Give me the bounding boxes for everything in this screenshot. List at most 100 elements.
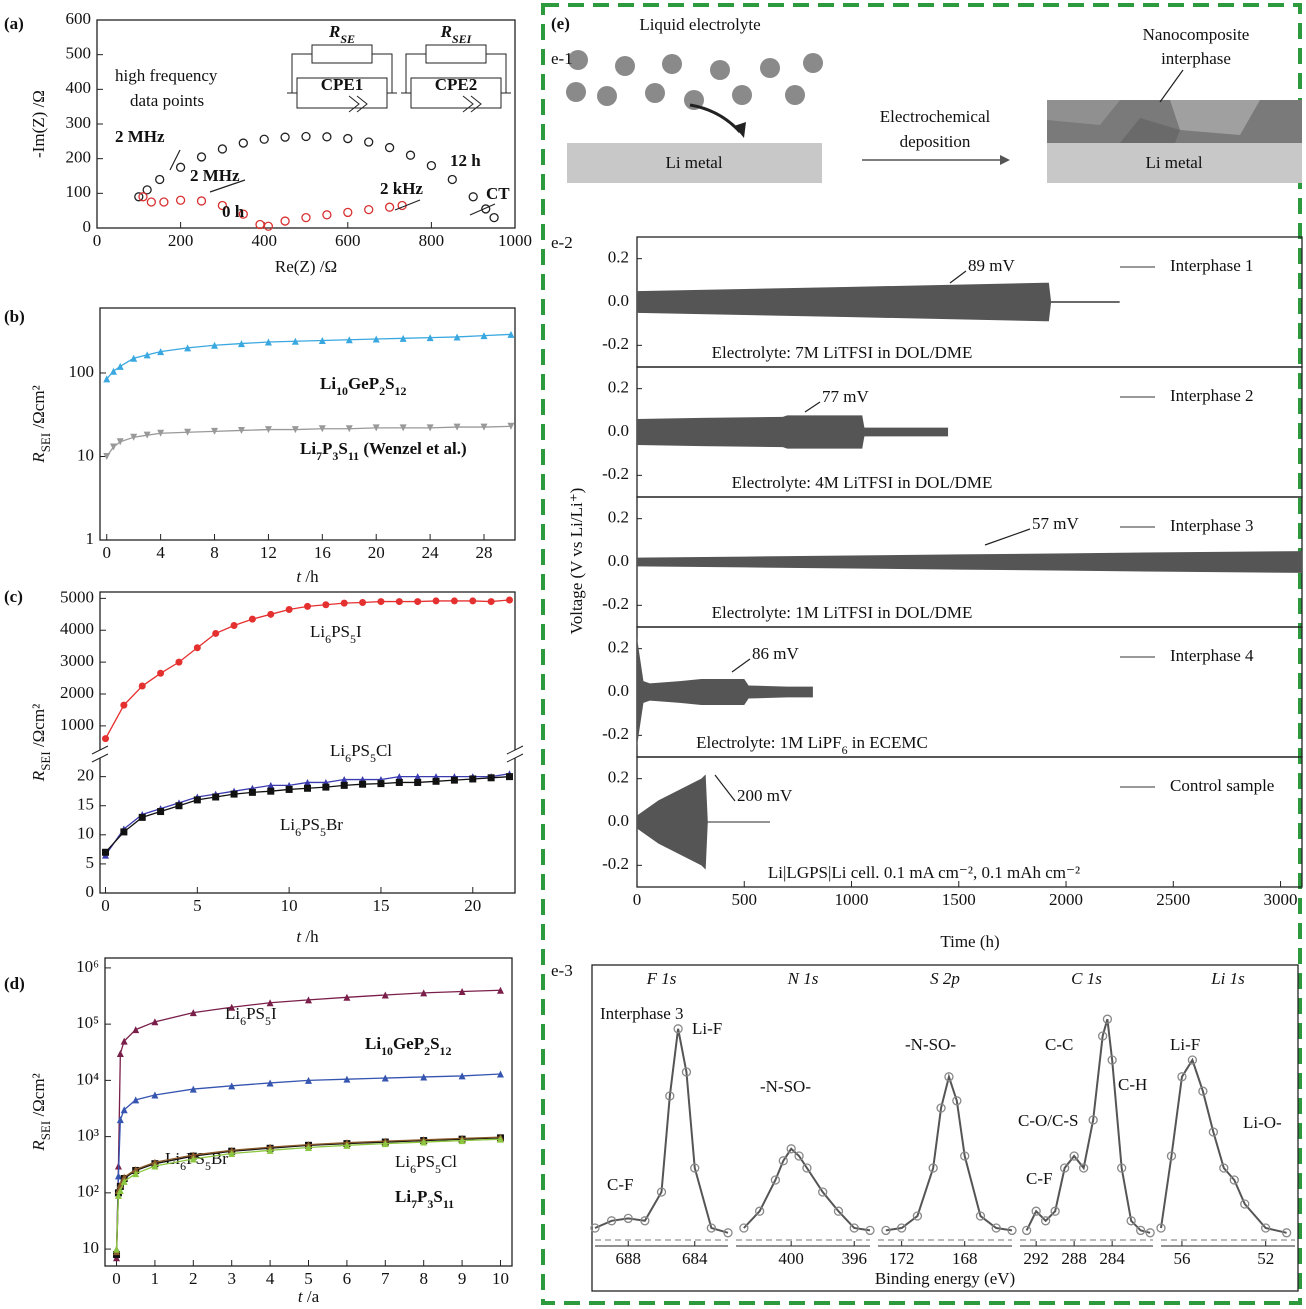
marker <box>359 599 367 607</box>
marker <box>151 1158 159 1166</box>
y-tick-label: 5000 <box>60 587 94 606</box>
x-tick-label: 0 <box>112 1269 121 1288</box>
axis-unit: /h <box>301 927 319 946</box>
marker <box>345 425 353 433</box>
circuit-wire <box>287 53 397 113</box>
marker <box>138 682 146 690</box>
marker <box>102 848 110 856</box>
marker <box>1219 1163 1229 1173</box>
annotation-arrow <box>394 199 421 211</box>
diagram-label: Li metal <box>1145 153 1202 172</box>
diagram-label: Nanocomposite <box>1143 25 1250 44</box>
voltage-envelope-lower <box>637 692 813 747</box>
plot-frame <box>99 591 516 894</box>
marker <box>426 334 434 342</box>
annotation-arrow <box>949 270 967 284</box>
x-tick-label: 12 <box>260 543 277 562</box>
marker <box>496 1070 504 1078</box>
x-tick-label: 400 <box>778 1249 804 1268</box>
marker <box>487 598 495 606</box>
marker <box>151 1162 159 1170</box>
x-tick-label: 200 <box>168 231 194 250</box>
subpanel-label: e-1 <box>551 49 573 68</box>
marker <box>359 780 367 788</box>
marker <box>377 598 385 606</box>
y-tick-label: -0.2 <box>602 854 629 873</box>
marker <box>266 1079 274 1087</box>
marker <box>944 1072 954 1082</box>
marker <box>120 1106 128 1114</box>
marker <box>975 1211 986 1221</box>
x-tick-label: 1000 <box>835 890 869 909</box>
series-label: Li6PS5I <box>225 1004 277 1028</box>
legend-label: Interphase 1 <box>1170 256 1254 275</box>
circuit-element: CPE2 <box>435 75 478 94</box>
marker <box>212 793 220 801</box>
annotation: CT <box>486 184 510 203</box>
subscript: SEI <box>452 32 473 46</box>
y-tick-label: 400 <box>66 78 92 97</box>
marker <box>1060 1163 1070 1173</box>
symbol: R <box>440 22 452 41</box>
y-tick-label: 0.0 <box>608 681 629 700</box>
marker <box>420 1073 428 1081</box>
marker <box>248 615 256 623</box>
marker <box>1156 1223 1166 1233</box>
marker <box>211 427 219 435</box>
peak-label: -N-SO- <box>905 1035 956 1054</box>
marker <box>301 212 311 223</box>
y-tick-label: 0.2 <box>608 638 629 657</box>
arrow-head <box>734 122 746 138</box>
marker <box>280 216 290 226</box>
marker <box>138 813 146 821</box>
marker <box>1041 1216 1051 1226</box>
marker <box>132 1170 140 1178</box>
marker <box>159 197 169 207</box>
electrolyte-note: Li|LGPS|Li cell. 0.1 mA cm⁻², 0.1 mAh cm… <box>768 863 1080 882</box>
peak-label: C-H <box>1118 1075 1147 1094</box>
marker <box>134 192 144 202</box>
axis-label: RSEI /Ωcm² <box>29 1073 54 1151</box>
axis-symbol: R <box>29 1140 48 1152</box>
marker <box>1261 1223 1271 1233</box>
panel-label: (a) <box>4 14 24 33</box>
pointer <box>1159 69 1184 103</box>
marker <box>120 828 128 836</box>
marker <box>103 452 111 460</box>
marker <box>395 598 403 606</box>
marker <box>395 773 403 781</box>
marker <box>343 1075 351 1083</box>
axis-unit: /Ωcm² <box>29 385 48 432</box>
marker <box>345 336 353 344</box>
marker <box>912 1211 923 1221</box>
marker <box>381 1140 389 1148</box>
marker <box>193 644 201 652</box>
panel-title: S 2p <box>930 969 960 988</box>
subscript: SE <box>340 32 355 46</box>
marker <box>114 1191 122 1199</box>
voltage-envelope-lower <box>637 432 949 449</box>
marker <box>228 1150 236 1158</box>
y-tick-label: 10² <box>77 1182 99 1201</box>
marker <box>469 775 477 783</box>
marker <box>849 1223 859 1233</box>
marker <box>228 1082 236 1090</box>
marker <box>489 212 499 223</box>
x-tick-label: 52 <box>1257 1249 1274 1268</box>
marker <box>189 1009 197 1017</box>
y-tick-label: 500 <box>66 44 92 63</box>
peak-label: C-F <box>607 1175 633 1194</box>
marker <box>496 1135 504 1143</box>
marker <box>1229 1175 1239 1185</box>
x-axis-label: Re(Z) /Ω <box>275 257 337 276</box>
marker <box>267 781 275 789</box>
marker <box>381 1074 389 1082</box>
marker <box>175 802 183 810</box>
marker <box>377 780 385 788</box>
series-label: Li7P3S11 <box>395 1187 454 1211</box>
y-tick-label: 0.2 <box>608 378 629 397</box>
x-tick-label: 172 <box>889 1249 915 1268</box>
marker <box>414 778 422 786</box>
resistor <box>425 44 487 64</box>
